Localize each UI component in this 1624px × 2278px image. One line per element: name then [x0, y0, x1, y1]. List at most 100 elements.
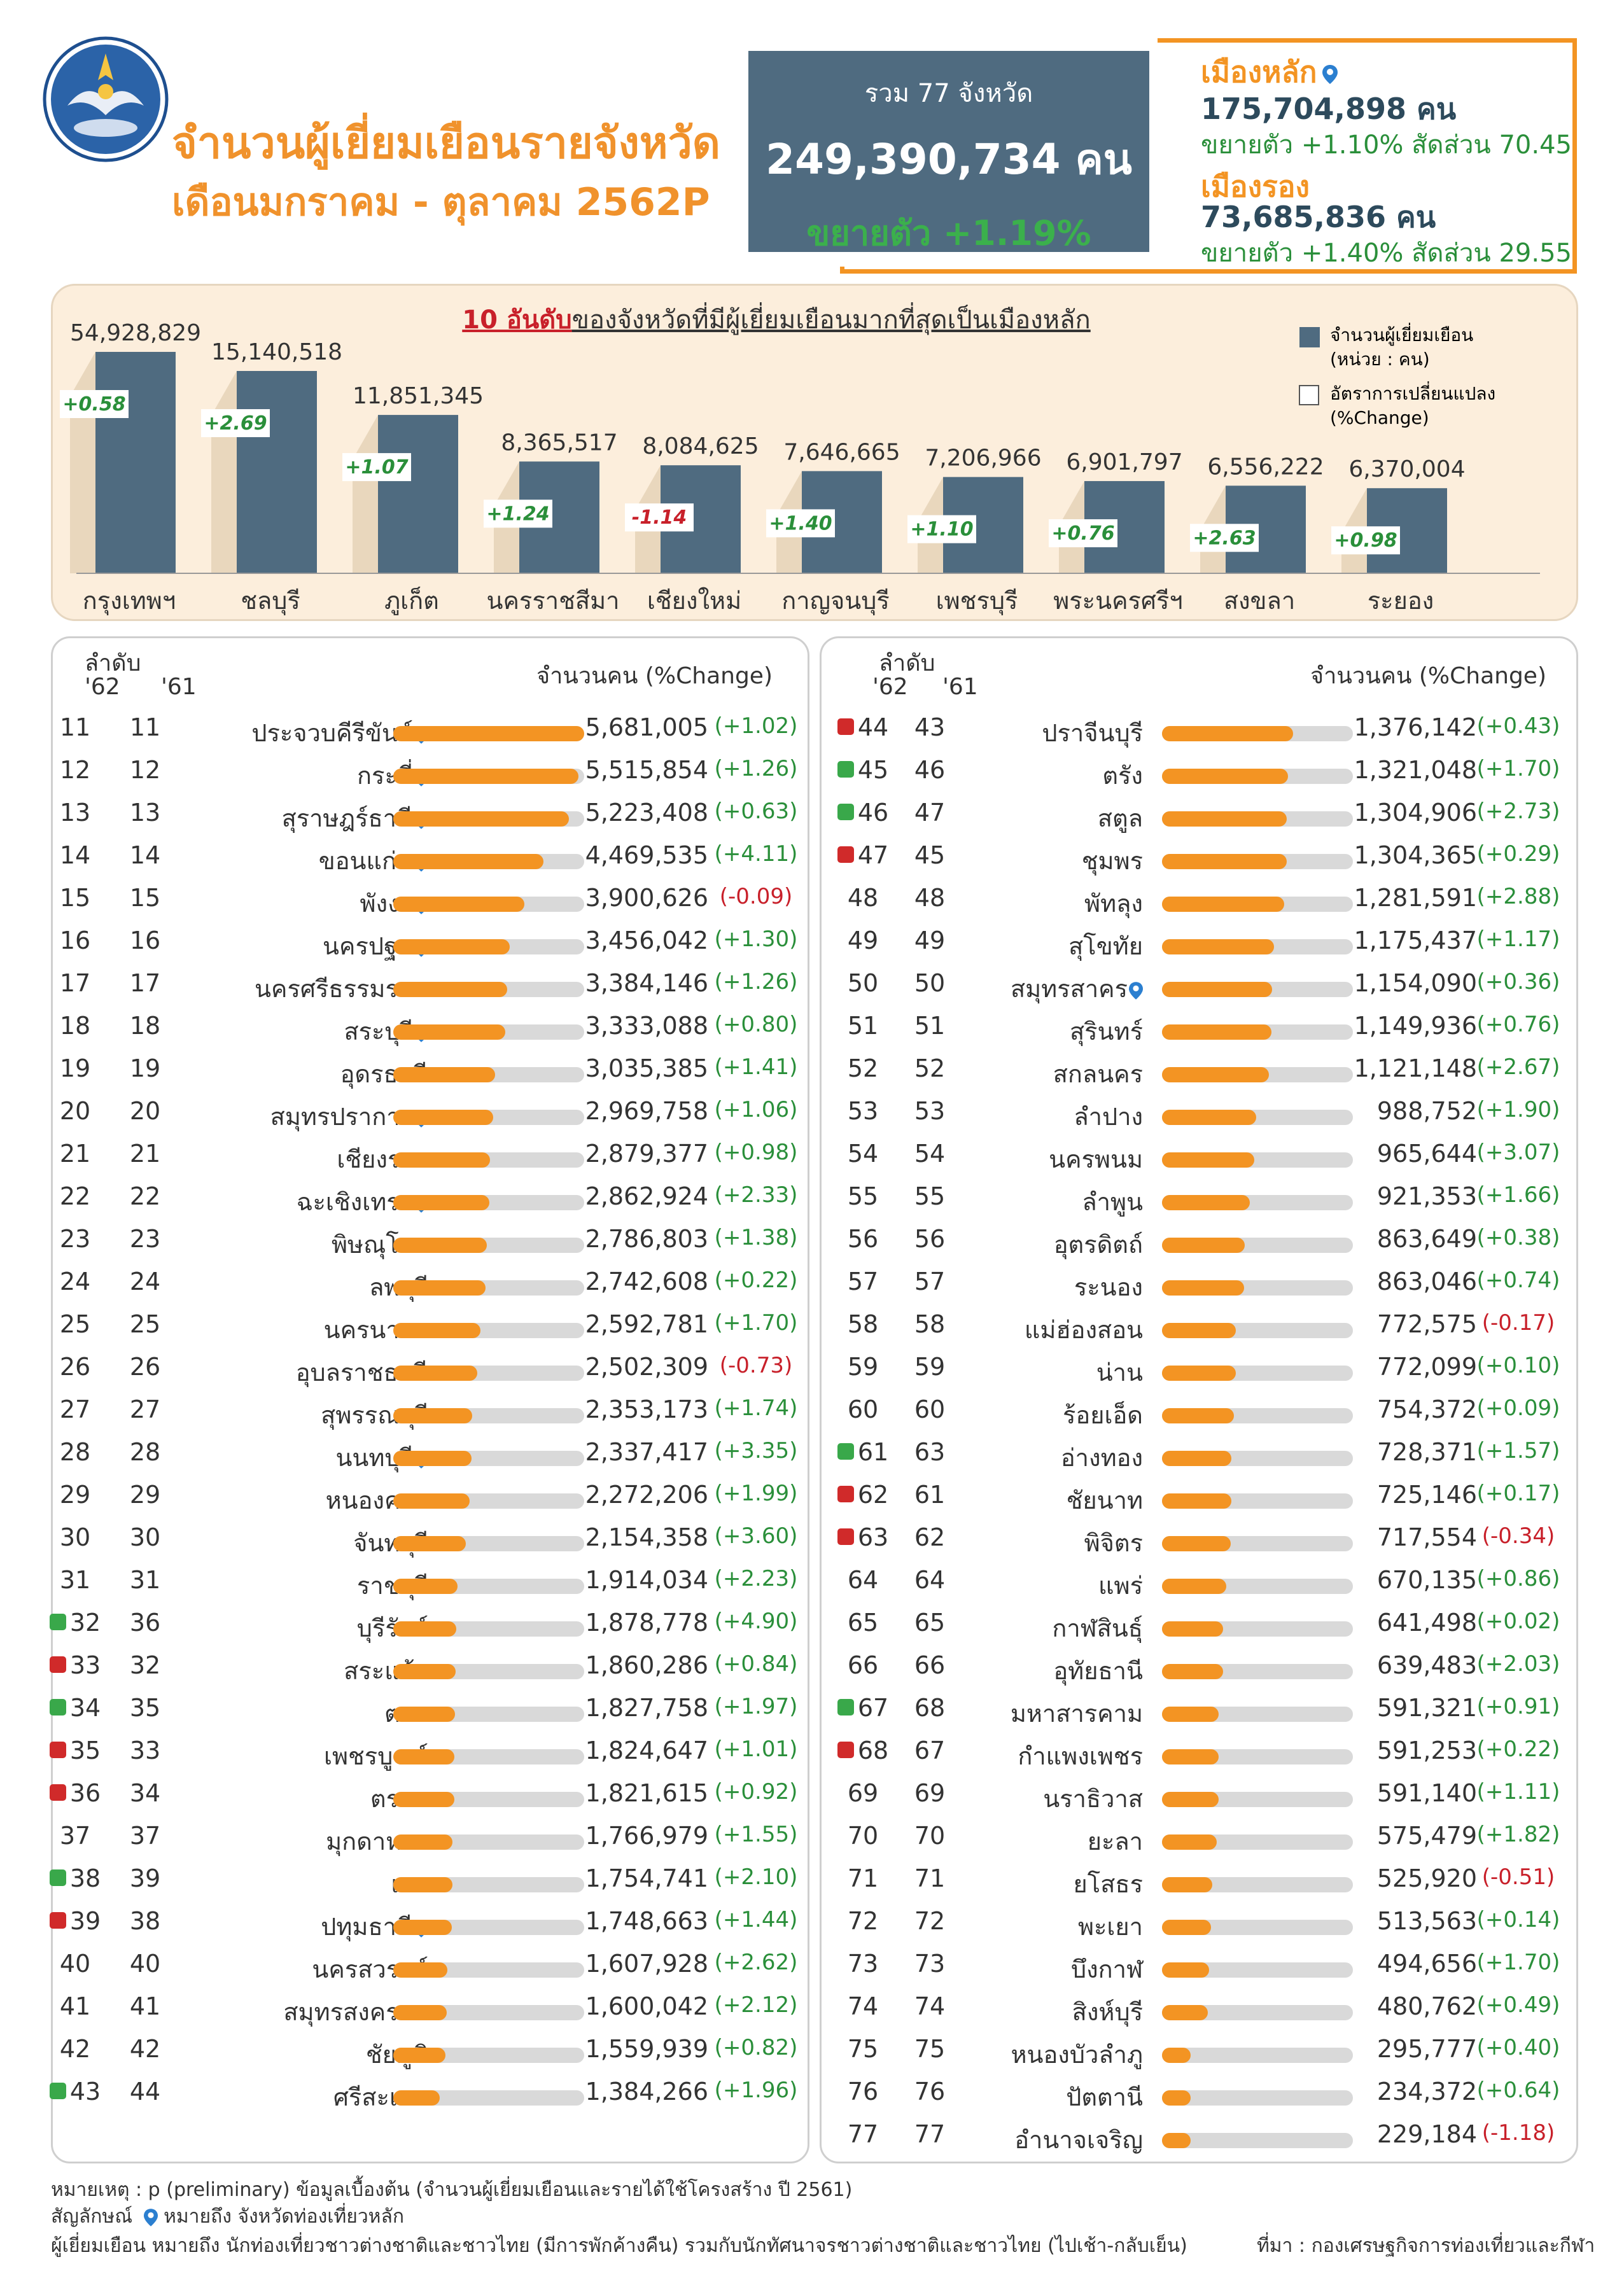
- rank-2561: 65: [914, 1609, 946, 1637]
- change-label: -1.14: [632, 507, 687, 529]
- rank-2562: 17: [59, 969, 91, 997]
- province-row: 43 44 ศรีสะเกษ 1,384,266 (+1.96): [49, 2078, 810, 2120]
- visitor-bar: [1162, 2090, 1191, 2106]
- visitor-count: 1,754,741: [585, 1864, 708, 1892]
- province-name: เลย: [186, 1864, 428, 1903]
- province-row: 13 13 สุราษฎร์ธานี 5,223,408 (+0.63): [53, 799, 810, 841]
- secondary-city-value: 73,685,836 คน: [1201, 200, 1436, 234]
- rank-2562: 40: [59, 1950, 91, 1978]
- rank-2562: 30: [59, 1523, 91, 1551]
- province-row: 72 72 พะเยา 513,563 (+0.14): [822, 1907, 1579, 1949]
- visitor-bar-track: [393, 1536, 584, 1551]
- visitor-bar-track: [393, 2090, 584, 2106]
- province-row: 40 40 นครสวรรค์ 1,607,928 (+2.62): [53, 1950, 810, 1992]
- rank-2561: 59: [914, 1353, 946, 1381]
- visitor-bar-track: [393, 1920, 584, 1935]
- rank-2562: 65: [847, 1609, 879, 1637]
- rank-2561: 28: [129, 1438, 161, 1466]
- visitor-count: 1,384,266: [585, 2078, 708, 2106]
- province-row: 23 23 พิษณุโลก 2,786,803 (+1.38): [53, 1225, 810, 1267]
- province-row: 17 17 นครศรีธรรมราช 3,384,146 (+1.26): [53, 969, 810, 1011]
- percent-change: (+1.90): [1476, 1097, 1560, 1122]
- visitor-bar: [1162, 2005, 1208, 2020]
- percent-change: (+1.74): [714, 1395, 798, 1421]
- province-name: นครพนม: [1049, 1145, 1143, 1173]
- percent-change: (+0.22): [714, 1268, 798, 1293]
- percent-change: (+2.03): [1476, 1651, 1560, 1677]
- percent-change: (+2.67): [1476, 1054, 1560, 1080]
- visitor-bar-track: [1162, 1152, 1353, 1168]
- main-city-detail: ขยายตัว +1.10% สัดส่วน 70.45: [1201, 130, 1572, 160]
- rank-2561: 76: [914, 2078, 946, 2106]
- province-row: 18 18 สระบุรี 3,333,088 (+0.80): [53, 1012, 810, 1054]
- percent-change: (+0.84): [714, 1651, 798, 1677]
- rank-down-icon: [49, 1784, 66, 1801]
- province-name: ราชบุรี: [356, 1572, 428, 1600]
- province-name: นครสวรรค์: [312, 1955, 428, 1983]
- rank-2561: 29: [129, 1481, 161, 1509]
- visitor-bar-track: [1162, 1664, 1353, 1679]
- visitor-count: 5,515,854: [585, 756, 708, 784]
- rank-2561: 55: [914, 1182, 946, 1210]
- category-label: กาญจนบุรี: [781, 587, 890, 615]
- change-label: +0.98: [1334, 529, 1397, 552]
- visitor-bar-track: [393, 854, 584, 869]
- province-row: 33 32 สระแก้ว 1,860,286 (+0.84): [49, 1651, 810, 1693]
- province-name: ยโสธร: [1073, 1870, 1143, 1898]
- rank-2561: 19: [129, 1054, 161, 1082]
- province-name: จันทบุรี: [353, 1529, 428, 1557]
- province-row: 63 62 พิจิตร 717,554 (-0.34): [822, 1523, 1579, 1565]
- visitor-bar: [1162, 1707, 1219, 1722]
- rank-2562: 76: [847, 2078, 879, 2106]
- visitor-count: 1,321,048: [1354, 756, 1477, 784]
- percent-change: (+1.44): [714, 1907, 798, 1932]
- province-name: กาฬสินธุ์: [1052, 1614, 1143, 1642]
- province-row: 29 29 หนองคาย 2,272,206 (+1.99): [53, 1481, 810, 1523]
- visitor-count: 234,372: [1376, 2078, 1477, 2106]
- province-name: อำนาจเจริญ: [1014, 2126, 1143, 2154]
- rank-2561: 26: [129, 1353, 161, 1381]
- rank-2562: 66: [847, 1651, 879, 1679]
- visitor-count: 5,223,408: [585, 799, 708, 827]
- rank-2561: 22: [129, 1182, 161, 1210]
- visitor-count: 3,456,042: [585, 926, 708, 954]
- province-name: อ่างทอง: [1060, 1444, 1143, 1472]
- rank-2561: 21: [129, 1140, 161, 1168]
- rank-2562: 70: [847, 1822, 879, 1850]
- symbol-legend: สัญลักษณ์ หมายถึง จังหวัดท่องเที่ยวหลัก: [51, 2205, 404, 2228]
- visitor-bar-track: [1162, 854, 1353, 869]
- percent-change: (+3.07): [1476, 1140, 1560, 1165]
- percent-change: (+0.17): [1476, 1481, 1560, 1506]
- rank-2562: 77: [847, 2120, 879, 2148]
- province-row: 48 48 พัทลุง 1,281,591 (+2.88): [822, 884, 1579, 926]
- change-label: +1.07: [345, 456, 408, 479]
- province-row: 14 14 ขอนแก่น 4,469,535 (+4.11): [53, 841, 810, 883]
- visitor-bar-track: [1162, 939, 1353, 954]
- province-row: 41 41 สมุทรสงคราม 1,600,042 (+2.12): [53, 1992, 810, 2034]
- visitor-bar: [1162, 2048, 1191, 2063]
- visitor-count: 728,371: [1376, 1438, 1477, 1466]
- rank-2562: 13: [59, 799, 91, 827]
- rank-2562: 72: [847, 1907, 879, 1935]
- visitor-bar: [1162, 1280, 1245, 1296]
- province-name: สตูล: [1097, 804, 1143, 832]
- rank-2562: 32: [46, 1609, 104, 1637]
- province-name: นราธิวาส: [1043, 1785, 1143, 1813]
- visitor-bar: [1162, 1621, 1224, 1637]
- change-badge: [1190, 524, 1259, 552]
- visitor-bar-track: [1162, 2090, 1353, 2106]
- percent-change: (-0.17): [1481, 1310, 1555, 1336]
- percent-change: (+0.40): [1476, 2035, 1560, 2060]
- province-name: บึงกาฬ: [1071, 1955, 1143, 1983]
- province-name: ตาก: [186, 1694, 428, 1733]
- total-summary-box: รวม 77 จังหวัด 249,390,734 คน ขยายตัว +1…: [748, 51, 1149, 253]
- rank-up-icon: [837, 803, 854, 820]
- visitor-count: 3,333,088: [585, 1012, 708, 1040]
- rank-2561: 31: [129, 1566, 161, 1594]
- province-row: 49 49 สุโขทัย 1,175,437 (+1.17): [822, 926, 1579, 968]
- visitor-count: 1,175,437: [1354, 926, 1477, 954]
- visitor-bar-track: [393, 1323, 584, 1338]
- province-name: มุกดาหาร: [326, 1827, 428, 1855]
- visitor-bar: [393, 939, 510, 954]
- location-pin-icon: [1322, 64, 1338, 84]
